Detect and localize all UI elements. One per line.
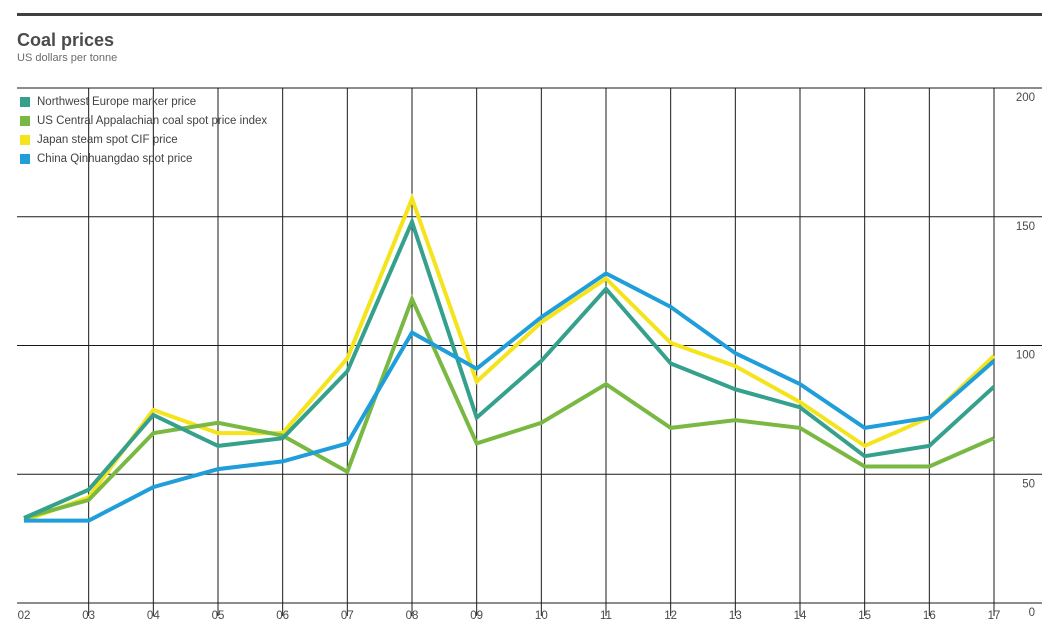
x-tick-label-14: 14 — [794, 610, 807, 622]
x-tick-label-17: 17 — [988, 610, 1001, 622]
x-tick-label-05: 05 — [212, 610, 225, 622]
x-tick-label-06: 06 — [276, 610, 289, 622]
x-tick-label-10: 10 — [535, 610, 548, 622]
legend-swatch-northwest-europe — [20, 97, 30, 107]
y-tick-label-150: 150 — [1016, 221, 1035, 233]
series-line-japan-steam-spot-cif-price — [23, 193, 996, 523]
legend-swatch-japan-steam — [20, 135, 30, 145]
legend-label: Japan steam spot CIF price — [37, 134, 178, 146]
x-tick-label-08: 08 — [406, 610, 419, 622]
series-line-china-qinhuangdao-spot-price — [24, 271, 996, 523]
top-rule — [17, 13, 1042, 16]
y-tick-label-0: 0 — [1029, 607, 1035, 619]
y-tick-label-200: 200 — [1016, 92, 1035, 104]
y-tick-label-100: 100 — [1016, 350, 1035, 362]
x-tick-label-13: 13 — [729, 610, 742, 622]
chart-title: Coal prices — [17, 30, 115, 50]
legend-item-northwest-europe: Northwest Europe marker price — [20, 96, 267, 108]
x-tick-label-15: 15 — [858, 610, 871, 622]
series-line-northwest-europe-marker-price — [23, 216, 996, 520]
legend-swatch-us-central-appalachian — [20, 116, 30, 126]
x-tick-label-12: 12 — [664, 610, 677, 622]
chart-legend: Northwest Europe marker price US Central… — [20, 96, 267, 172]
x-tick-label-07: 07 — [341, 610, 354, 622]
x-tick-label-16: 16 — [923, 610, 936, 622]
series-line-us-central-appalachian-coal-spot-price-index — [23, 293, 995, 520]
x-tick-label-11: 11 — [600, 610, 612, 622]
legend-swatch-china-qinhuangdao — [20, 154, 30, 164]
legend-item-china-qinhuangdao: China Qinhuangdao spot price — [20, 153, 267, 165]
legend-label: Northwest Europe marker price — [37, 96, 197, 108]
x-tick-label-03: 03 — [82, 610, 95, 622]
x-tick-label-09: 09 — [470, 610, 483, 622]
x-tick-label-02: 02 — [18, 610, 31, 622]
legend-label: US Central Appalachian coal spot price i… — [37, 115, 268, 127]
legend-label: China Qinhuangdao spot price — [37, 153, 193, 165]
x-tick-label-04: 04 — [147, 610, 160, 622]
legend-item-japan-steam: Japan steam spot CIF price — [20, 134, 267, 146]
y-tick-label-50: 50 — [1022, 478, 1035, 490]
legend-item-us-central-appalachian: US Central Appalachian coal spot price i… — [20, 115, 267, 127]
chart-subtitle: US dollars per tonne — [17, 52, 118, 64]
